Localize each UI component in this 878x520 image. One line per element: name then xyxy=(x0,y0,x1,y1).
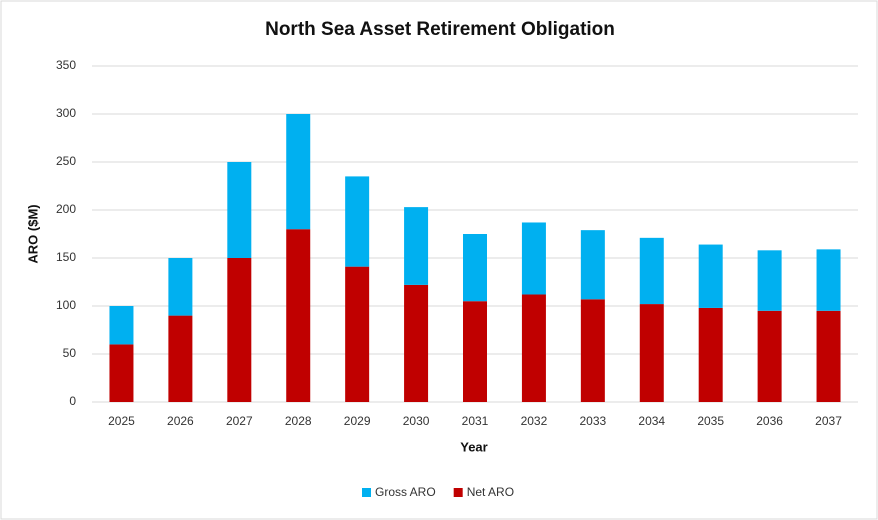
bar-segment xyxy=(698,307,723,402)
y-tick-label: 100 xyxy=(56,298,76,312)
x-tick-label: 2027 xyxy=(226,414,253,428)
bar-segment xyxy=(227,258,252,402)
bar-segment xyxy=(404,207,429,285)
x-tick-label: 2035 xyxy=(697,414,724,428)
x-tick-label: 2028 xyxy=(285,414,312,428)
legend-swatch xyxy=(362,488,371,497)
bar-segment xyxy=(345,266,370,402)
y-tick-label: 0 xyxy=(69,394,76,408)
bar-segment xyxy=(580,230,605,300)
x-tick-label: 2031 xyxy=(462,414,489,428)
y-tick-label: 300 xyxy=(56,106,76,120)
legend-label: Gross ARO xyxy=(375,485,436,499)
bar-segment xyxy=(286,229,311,402)
x-tick-label: 2036 xyxy=(756,414,783,428)
x-tick-label: 2025 xyxy=(108,414,135,428)
bar-segment xyxy=(639,304,664,402)
bar-segment xyxy=(816,310,841,402)
bar-segment xyxy=(757,250,782,311)
x-tick-label: 2030 xyxy=(403,414,430,428)
bar-segment xyxy=(521,222,546,295)
x-tick-label: 2033 xyxy=(579,414,606,428)
legend-swatch xyxy=(453,488,463,497)
bar-segment xyxy=(227,162,252,258)
bar-segment xyxy=(345,176,370,267)
x-axis-title: Year xyxy=(460,439,487,454)
chart-title: North Sea Asset Retirement Obligation xyxy=(265,19,615,40)
bar-segment xyxy=(757,310,782,402)
x-tick-label: 2034 xyxy=(638,414,665,428)
x-tick-label: 2037 xyxy=(815,414,842,428)
bar-segment xyxy=(109,344,134,402)
bar-segment xyxy=(463,234,487,302)
bar-segment xyxy=(639,237,664,305)
bar-segment xyxy=(521,294,546,402)
x-tick-label: 2029 xyxy=(344,414,371,428)
legend-label: Net ARO xyxy=(467,485,514,499)
x-tick-label: 2026 xyxy=(167,414,194,428)
y-axis-title: ARO ($M) xyxy=(25,204,40,263)
bar-segment xyxy=(168,315,193,402)
bar-segment xyxy=(109,306,134,345)
bar-segment xyxy=(816,249,841,311)
bar-segment xyxy=(168,258,193,316)
bar-segment xyxy=(286,114,311,230)
x-tick-label: 2032 xyxy=(521,414,548,428)
bar-segment xyxy=(698,244,723,308)
bar-segment xyxy=(463,301,487,402)
bar-segment xyxy=(404,284,429,402)
y-tick-label: 150 xyxy=(56,250,76,264)
bar-segment xyxy=(580,299,605,402)
y-tick-label: 350 xyxy=(56,58,76,72)
y-tick-label: 50 xyxy=(63,346,77,360)
y-tick-label: 200 xyxy=(56,202,76,216)
y-tick-label: 250 xyxy=(56,154,76,168)
